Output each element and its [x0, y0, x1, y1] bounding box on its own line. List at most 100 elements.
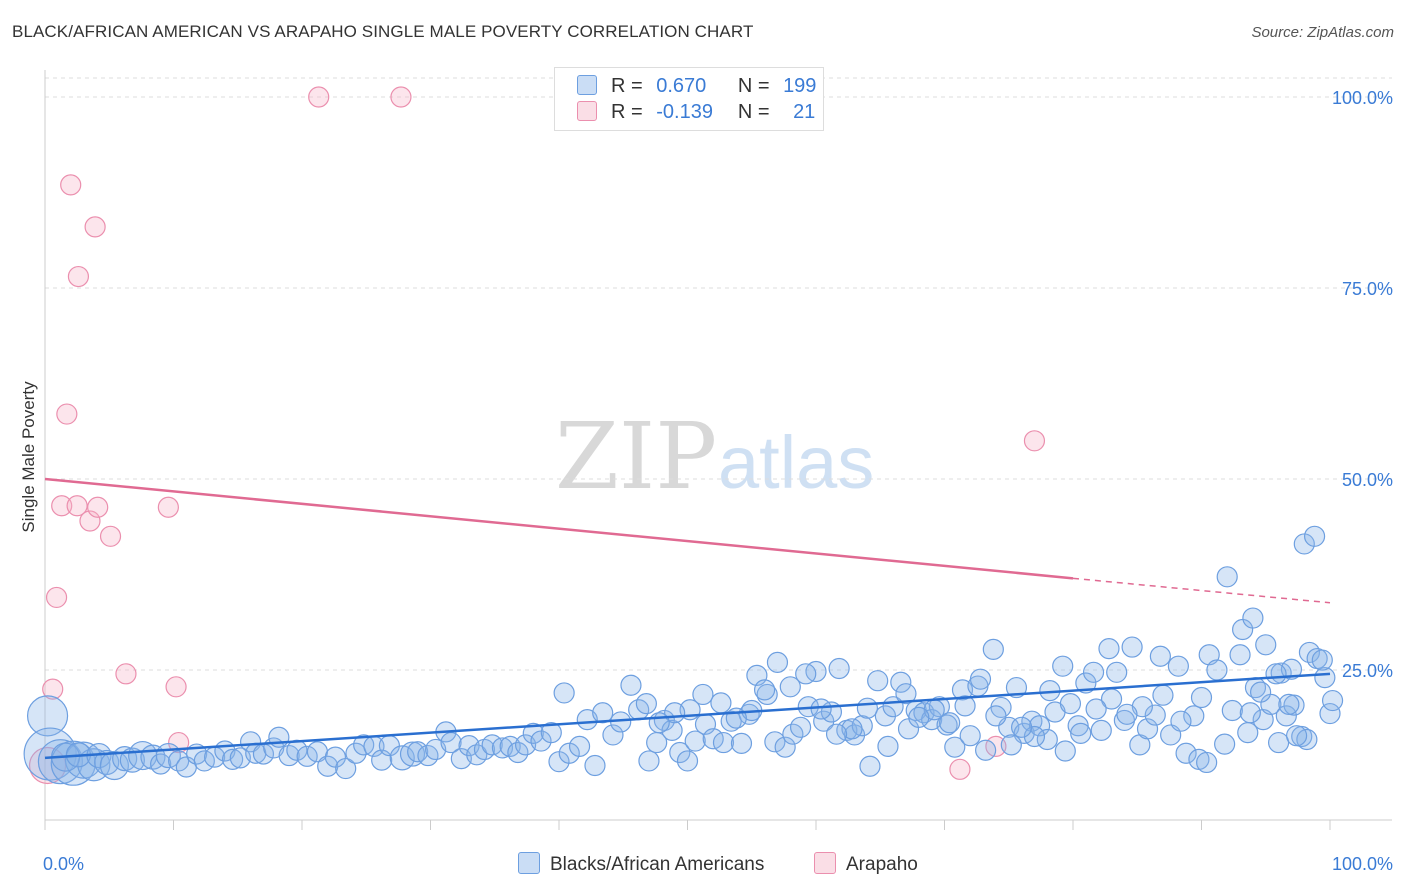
black-point	[222, 748, 244, 770]
black-point	[810, 698, 832, 720]
trend-line-arapaho	[44, 477, 1074, 580]
trend-line-arapaho-extension	[1072, 577, 1331, 604]
black-point	[944, 736, 966, 758]
black-point	[638, 750, 660, 772]
legend-n-value-2: 21	[793, 101, 816, 123]
y-tick-label: 25.0%	[1342, 661, 1393, 681]
legend-r-value-1: 0.670	[656, 75, 707, 97]
black-point	[764, 731, 786, 753]
black-point	[1075, 672, 1097, 694]
legend-swatch-pink	[577, 101, 597, 121]
arapaho-point	[45, 586, 68, 609]
legend-row-blacks: R = 0.670 N = 199	[577, 75, 816, 99]
black-point	[466, 744, 488, 766]
black-point	[712, 731, 735, 754]
arapaho-point	[157, 496, 179, 518]
black-point	[895, 683, 917, 705]
black-point	[602, 724, 624, 746]
black-point	[1278, 693, 1300, 715]
black-point	[975, 739, 997, 761]
black-point	[766, 651, 789, 673]
arapaho-point	[115, 663, 137, 685]
black-point	[1267, 731, 1290, 754]
black-point	[26, 695, 69, 737]
black-point	[119, 747, 145, 773]
black-point	[568, 735, 591, 758]
arapaho-point	[165, 676, 187, 698]
black-point	[1216, 566, 1238, 588]
arapaho-point	[67, 265, 90, 288]
black-point	[1196, 751, 1218, 774]
black-point	[1319, 702, 1341, 725]
black-point	[730, 732, 753, 754]
black-point	[1028, 715, 1051, 737]
black-point	[620, 674, 642, 696]
y-tick-label: 50.0%	[1342, 470, 1393, 490]
black-point	[1106, 661, 1128, 683]
black-point	[1059, 693, 1082, 715]
black-point	[684, 730, 706, 752]
black-point	[507, 741, 529, 764]
y-tick-label: 75.0%	[1342, 279, 1393, 299]
black-point	[828, 657, 850, 680]
black-point	[23, 727, 77, 781]
black-point	[710, 692, 732, 714]
black-point	[1167, 655, 1189, 677]
black-point	[1152, 684, 1174, 706]
legend-r-label-1: R =	[611, 75, 643, 97]
black-point	[335, 757, 357, 780]
black-point	[1000, 734, 1022, 756]
black-point	[1303, 525, 1326, 547]
legend-n-label-2: N =	[737, 101, 770, 123]
black-point	[1206, 659, 1228, 681]
bottom-legend-label-arapaho: Arapaho	[846, 854, 918, 875]
legend-r-label-2: R =	[611, 101, 643, 123]
black-point	[1170, 710, 1192, 732]
chart-title: BLACK/AFRICAN AMERICAN VS ARAPAHO SINGLE…	[12, 22, 754, 41]
legend-swatch-blue	[577, 75, 597, 95]
black-point	[1314, 667, 1336, 689]
black-point	[1052, 655, 1074, 677]
legend-r-value-2: -0.139	[656, 101, 713, 123]
black-point	[1131, 696, 1153, 718]
arapaho-point	[66, 495, 88, 517]
black-point	[1175, 742, 1197, 764]
black-point	[692, 683, 714, 706]
arapaho-point	[390, 86, 412, 108]
x-tick-label: 100.0%	[1332, 854, 1393, 874]
arapaho-point	[84, 216, 106, 238]
black-point	[558, 742, 580, 764]
y-tick-label: 100.0%	[1332, 88, 1393, 108]
black-point	[1221, 699, 1243, 722]
black-point	[1085, 698, 1107, 720]
arapaho-point	[60, 174, 82, 196]
black-point	[969, 668, 992, 690]
y-axis-label: Single Male Poverty	[19, 381, 38, 533]
black-point	[959, 725, 981, 747]
bottom-legend-arapaho: Arapaho	[814, 852, 918, 876]
black-point	[635, 693, 657, 715]
x-tick-label: 0.0%	[43, 854, 84, 874]
trend-line-blacks	[44, 672, 1331, 760]
black-points	[23, 525, 1344, 786]
black-point	[661, 719, 683, 741]
black-point	[1229, 644, 1251, 666]
black-point	[1010, 716, 1033, 738]
black-point	[1121, 636, 1143, 658]
arapaho-point	[949, 758, 971, 780]
black-point	[867, 670, 889, 692]
black-point	[1054, 740, 1076, 762]
black-point	[1265, 663, 1287, 685]
black-point	[1116, 703, 1138, 725]
legend-n-value-1: 199	[783, 75, 817, 97]
black-point	[877, 735, 899, 758]
arapaho-point	[79, 510, 101, 532]
black-point	[1082, 661, 1105, 683]
arapaho-point	[1023, 430, 1046, 452]
black-point	[1198, 644, 1220, 666]
black-point	[240, 731, 262, 753]
black-point	[522, 722, 544, 745]
bottom-legend-swatch-pink	[814, 852, 836, 874]
trend-lines	[44, 477, 1331, 760]
